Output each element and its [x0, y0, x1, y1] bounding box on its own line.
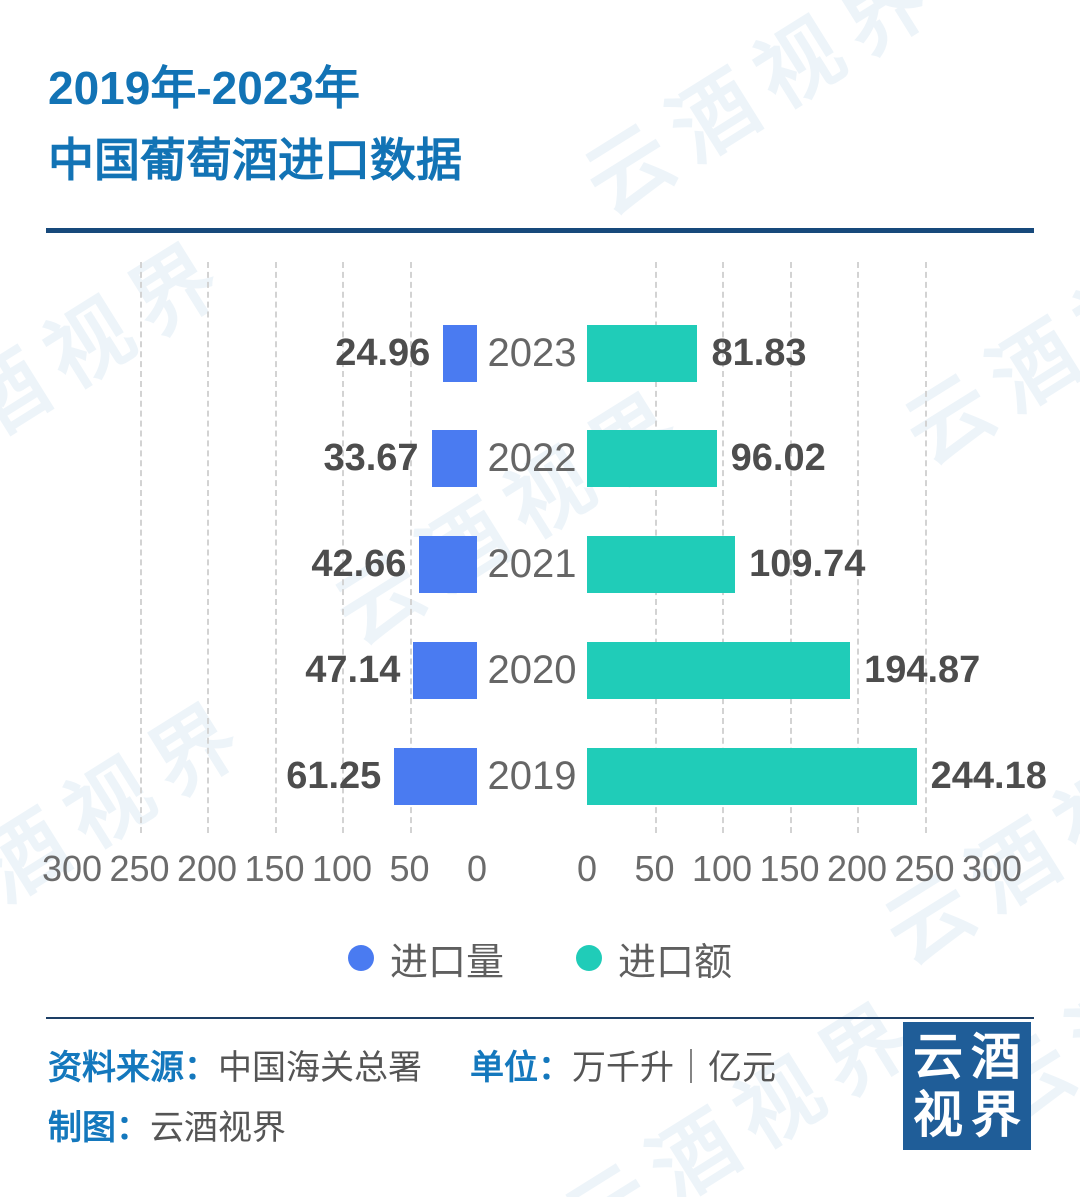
axis-tick-left-300: 300: [41, 848, 103, 889]
axis-tick-left-150: 150: [244, 848, 305, 889]
bar-import-volume-2023: [443, 324, 477, 382]
legend-label-import-value: 进口额: [618, 941, 733, 984]
footer-credit-value: 云酒视界: [150, 1109, 286, 1147]
axis-tick-left-50: 50: [389, 848, 430, 889]
category-label-2020: 2020: [487, 647, 577, 692]
axis-tick-right-0: 0: [576, 848, 598, 889]
value-import-value-2021: 109.74: [749, 543, 866, 586]
chart-gridline: [924, 262, 927, 833]
footer-line-source-unit: 资料来源： 中国海关总署 单位： 万千升｜亿元: [48, 1040, 776, 1089]
bar-import-volume-2022: [431, 430, 477, 488]
axis-tick-right-50: 50: [634, 848, 675, 889]
brand-logo-char: 云: [913, 1029, 963, 1085]
footer-source-value: 中国海关总署: [218, 1049, 422, 1087]
legend-item-import-volume: 进口量: [347, 931, 504, 986]
footer-unit: 单位： 万千升｜亿元: [470, 1040, 776, 1089]
bar-import-value-2023: [587, 324, 698, 382]
legend-dot-import-value: [576, 945, 602, 971]
axis-tick-right-200: 200: [826, 848, 888, 889]
footer-source-label: 资料来源：: [48, 1049, 218, 1087]
axis-tick-right-300: 300: [961, 848, 1023, 889]
chart-gridline: [857, 262, 859, 833]
axis-tick-right-150: 150: [759, 848, 820, 889]
axis-tick-left-100: 100: [311, 848, 373, 889]
footer-source: 资料来源： 中国海关总署: [48, 1040, 422, 1089]
legend-label-import-volume: 进口量: [389, 941, 504, 984]
footer-divider: [46, 1017, 1034, 1019]
brand-logo: 云 酒 视 界: [903, 1022, 1031, 1150]
footer-credit: 制图： 云酒视界: [48, 1100, 286, 1149]
brand-logo-char: 界: [971, 1087, 1021, 1143]
bar-import-value-2019: [587, 747, 917, 805]
chart-gridline: [789, 262, 792, 833]
bar-import-volume-2021: [419, 536, 477, 594]
bar-import-volume-2019: [394, 747, 477, 805]
category-label-2019: 2019: [487, 753, 577, 798]
value-import-value-2022: 96.02: [730, 437, 826, 480]
page-title-line-2: 中国葡萄酒进口数据: [48, 134, 462, 186]
axis-tick-right-250: 250: [894, 848, 955, 889]
brand-logo-char: 酒: [971, 1029, 1021, 1085]
chart-legend: 进口量 进口额: [0, 928, 1080, 988]
chart-gridline: [409, 262, 412, 833]
category-label-2022: 2022: [487, 436, 577, 481]
value-import-volume-2023: 24.96: [335, 331, 431, 374]
bar-import-volume-2020: [413, 641, 477, 699]
value-import-value-2023: 81.83: [711, 331, 807, 374]
axis-tick-left-200: 200: [176, 848, 238, 889]
page-title-line-1: 2019年-2023年: [48, 62, 360, 114]
footer-unit-label: 单位：: [470, 1049, 572, 1087]
chart-gridline: [207, 262, 209, 833]
axis-tick-left-250: 250: [109, 848, 170, 889]
value-import-volume-2022: 33.67: [323, 437, 419, 480]
axis-tick-right-100: 100: [691, 848, 753, 889]
category-label-2023: 2023: [487, 330, 577, 375]
value-import-value-2020: 194.87: [864, 648, 981, 691]
legend-item-import-value: 进口额: [576, 931, 732, 986]
chart-gridline: [139, 262, 142, 833]
footer-unit-value: 万千升｜亿元: [572, 1049, 776, 1087]
footer-line-credit: 制图： 云酒视界: [48, 1100, 286, 1149]
footer-credit-label: 制图：: [48, 1109, 150, 1147]
value-import-value-2019: 244.18: [930, 754, 1047, 797]
brand-logo-char: 视: [913, 1087, 963, 1143]
axis-tick-left-0: 0: [466, 848, 488, 889]
chart-gridline: [274, 262, 277, 833]
value-import-volume-2021: 42.66: [311, 543, 407, 586]
legend-dot-import-volume: [347, 945, 374, 971]
bar-import-value-2022: [587, 430, 717, 488]
category-label-2021: 2021: [487, 542, 577, 587]
value-import-volume-2020: 47.14: [305, 648, 401, 691]
bar-import-value-2021: [587, 536, 736, 594]
chart-gridline: [342, 262, 344, 833]
bar-import-value-2020: [587, 641, 851, 699]
title-divider: [46, 228, 1034, 233]
value-import-volume-2019: 61.25: [286, 754, 382, 797]
